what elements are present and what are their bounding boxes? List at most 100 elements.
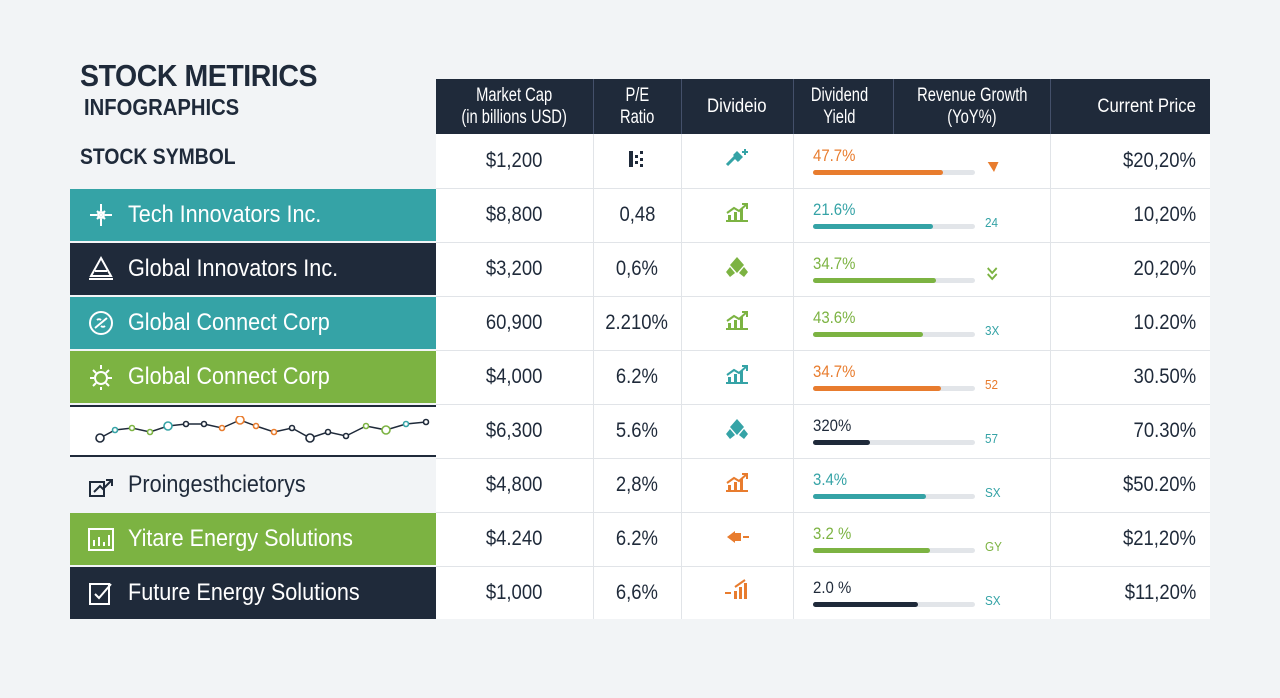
dividend-yield-value: 320%: [813, 416, 852, 435]
link-globe-icon: [86, 308, 116, 338]
yield-growth-cell: 320% 57: [793, 404, 1050, 457]
current-price-cell: 30.50%: [1133, 364, 1196, 388]
dividend-cell: [681, 188, 793, 241]
pe-ratio-cell: 6,6%: [615, 580, 659, 604]
row-divider: [436, 512, 1210, 513]
arrow-chart-icon: [86, 470, 116, 500]
symbol-row[interactable]: Proingesthcietorys: [70, 459, 436, 511]
column-divider: [793, 134, 794, 619]
sparkline-point: [111, 426, 119, 434]
market-cap-cell: $3,200: [486, 256, 543, 280]
dividend-cell: [681, 458, 793, 511]
dividend-yield-value: 34.7%: [813, 362, 856, 381]
symbol-row[interactable]: Yitare Energy Solutions: [70, 513, 436, 565]
symbol-row[interactable]: Global Connect Corp: [70, 351, 436, 403]
yield-bar-fill: [813, 440, 870, 445]
sparkline-chart: [95, 416, 430, 443]
yield-bar-fill: [813, 224, 933, 229]
dividend-cell: [681, 512, 793, 565]
current-price-cell: $11,20%: [1124, 580, 1196, 604]
network-pyramid-icon: [86, 254, 116, 284]
yield-bar-track: [813, 494, 975, 499]
header-pe-ratio: P/E Ratio: [593, 79, 682, 134]
symbol-label: Tech Innovators Inc.: [128, 201, 322, 228]
yield-bar-track: [813, 440, 975, 445]
dividend-yield-value: 47.7%: [813, 146, 856, 165]
market-cap-cell: $8,800: [486, 202, 543, 226]
dividend-yield-value: 34.7%: [813, 254, 856, 273]
symbol-label: Global Connect Corp: [128, 363, 330, 390]
diamond-cluster-icon: [723, 415, 751, 447]
rising-chart-icon: [723, 307, 751, 339]
symbol-row-sparkline[interactable]: [70, 405, 436, 457]
column-divider: [1050, 134, 1051, 619]
market-cap-cell: $6,300: [486, 418, 543, 442]
sun-gear-icon: [86, 362, 116, 392]
current-price-cell: $50.20%: [1123, 472, 1196, 496]
sparkline-point: [200, 420, 208, 428]
pe-ratio-cell: 6.2%: [615, 364, 659, 388]
yield-growth-cell: 34.7% 52: [793, 350, 1050, 403]
sparkline-point: [342, 432, 350, 440]
symbol-row[interactable]: Global Innovators Inc.: [70, 243, 436, 295]
yield-growth-cell: 43.6% 3X: [793, 296, 1050, 349]
revenue-growth-value: 52: [985, 377, 999, 392]
row-divider: [436, 188, 1210, 189]
symbol-row[interactable]: Tech Innovators Inc.: [70, 189, 436, 241]
page-title: STOCK METIRICS: [80, 58, 318, 93]
revenue-growth-value: SX: [985, 485, 1001, 500]
yield-growth-cell: 34.7%: [793, 242, 1050, 295]
market-cap-cell: $1,000: [486, 580, 543, 604]
sparkline-point: [381, 425, 391, 435]
checklist-icon: [86, 578, 116, 608]
pe-ratio-cell: 5.6%: [615, 418, 659, 442]
row-divider: [436, 566, 1210, 567]
revenue-growth-value: 57: [985, 431, 999, 446]
symbol-label: Future Energy Solutions: [128, 579, 360, 606]
sparkline-point: [324, 428, 332, 436]
pe-ratio-cell: 2,8%: [615, 472, 659, 496]
column-divider: [593, 134, 594, 619]
yield-bar-fill: [813, 548, 930, 553]
pe-ratio-cell: [593, 134, 681, 187]
sparkline-point: [402, 420, 410, 428]
yield-bar-track: [813, 170, 975, 175]
row-divider: [436, 242, 1210, 243]
dividend-yield-value: 21.6%: [813, 200, 856, 219]
row-divider: [436, 404, 1210, 405]
sparkline-point: [95, 433, 105, 443]
yield-bar-fill: [813, 602, 919, 607]
yield-bar-fill: [813, 170, 943, 175]
table-header: Market Cap (in billions USD) P/E Ratio Div…: [436, 79, 1210, 134]
sparkline-point: [288, 424, 296, 432]
symbol-row[interactable]: Future Energy Solutions: [70, 567, 436, 619]
yield-growth-cell: 3.2 % GY: [793, 512, 1050, 565]
current-price-cell: 10.20%: [1133, 310, 1196, 334]
yield-bar-track: [813, 386, 975, 391]
revenue-growth-value: 24: [985, 215, 999, 230]
dividend-yield-value: 2.0 %: [813, 578, 852, 597]
arrow-down-right-icon: [985, 162, 1003, 181]
diamond-cluster-icon: [723, 253, 751, 285]
row-divider: [436, 296, 1210, 297]
yield-bar-track: [813, 278, 975, 283]
current-price-cell: 70.30%: [1133, 418, 1196, 442]
market-cap-cell: $1,200: [486, 148, 543, 172]
yield-bar-fill: [813, 278, 937, 283]
dividend-cell: [681, 296, 793, 349]
current-price-cell: $20,20%: [1123, 148, 1196, 172]
header-dividend-yield: Dividend Yield: [793, 79, 894, 134]
symbol-row[interactable]: Global Connect Corp: [70, 297, 436, 349]
dividend-cell: [681, 350, 793, 403]
rising-chart-icon: [723, 361, 751, 393]
symbol-column-header: STOCK SYMBOL: [80, 144, 236, 169]
header-dividend: Divideio: [681, 79, 794, 134]
yield-bar-fill: [813, 494, 927, 499]
sparkline-point: [128, 424, 136, 432]
page-subtitle: INFOGRAPHICS: [84, 94, 240, 120]
header-current-price: Current Price: [1097, 95, 1196, 117]
sparkline-point: [252, 422, 260, 430]
sparkline-point: [270, 428, 278, 436]
bar-frame-icon: [86, 524, 116, 554]
dividend-cell: [681, 242, 793, 295]
